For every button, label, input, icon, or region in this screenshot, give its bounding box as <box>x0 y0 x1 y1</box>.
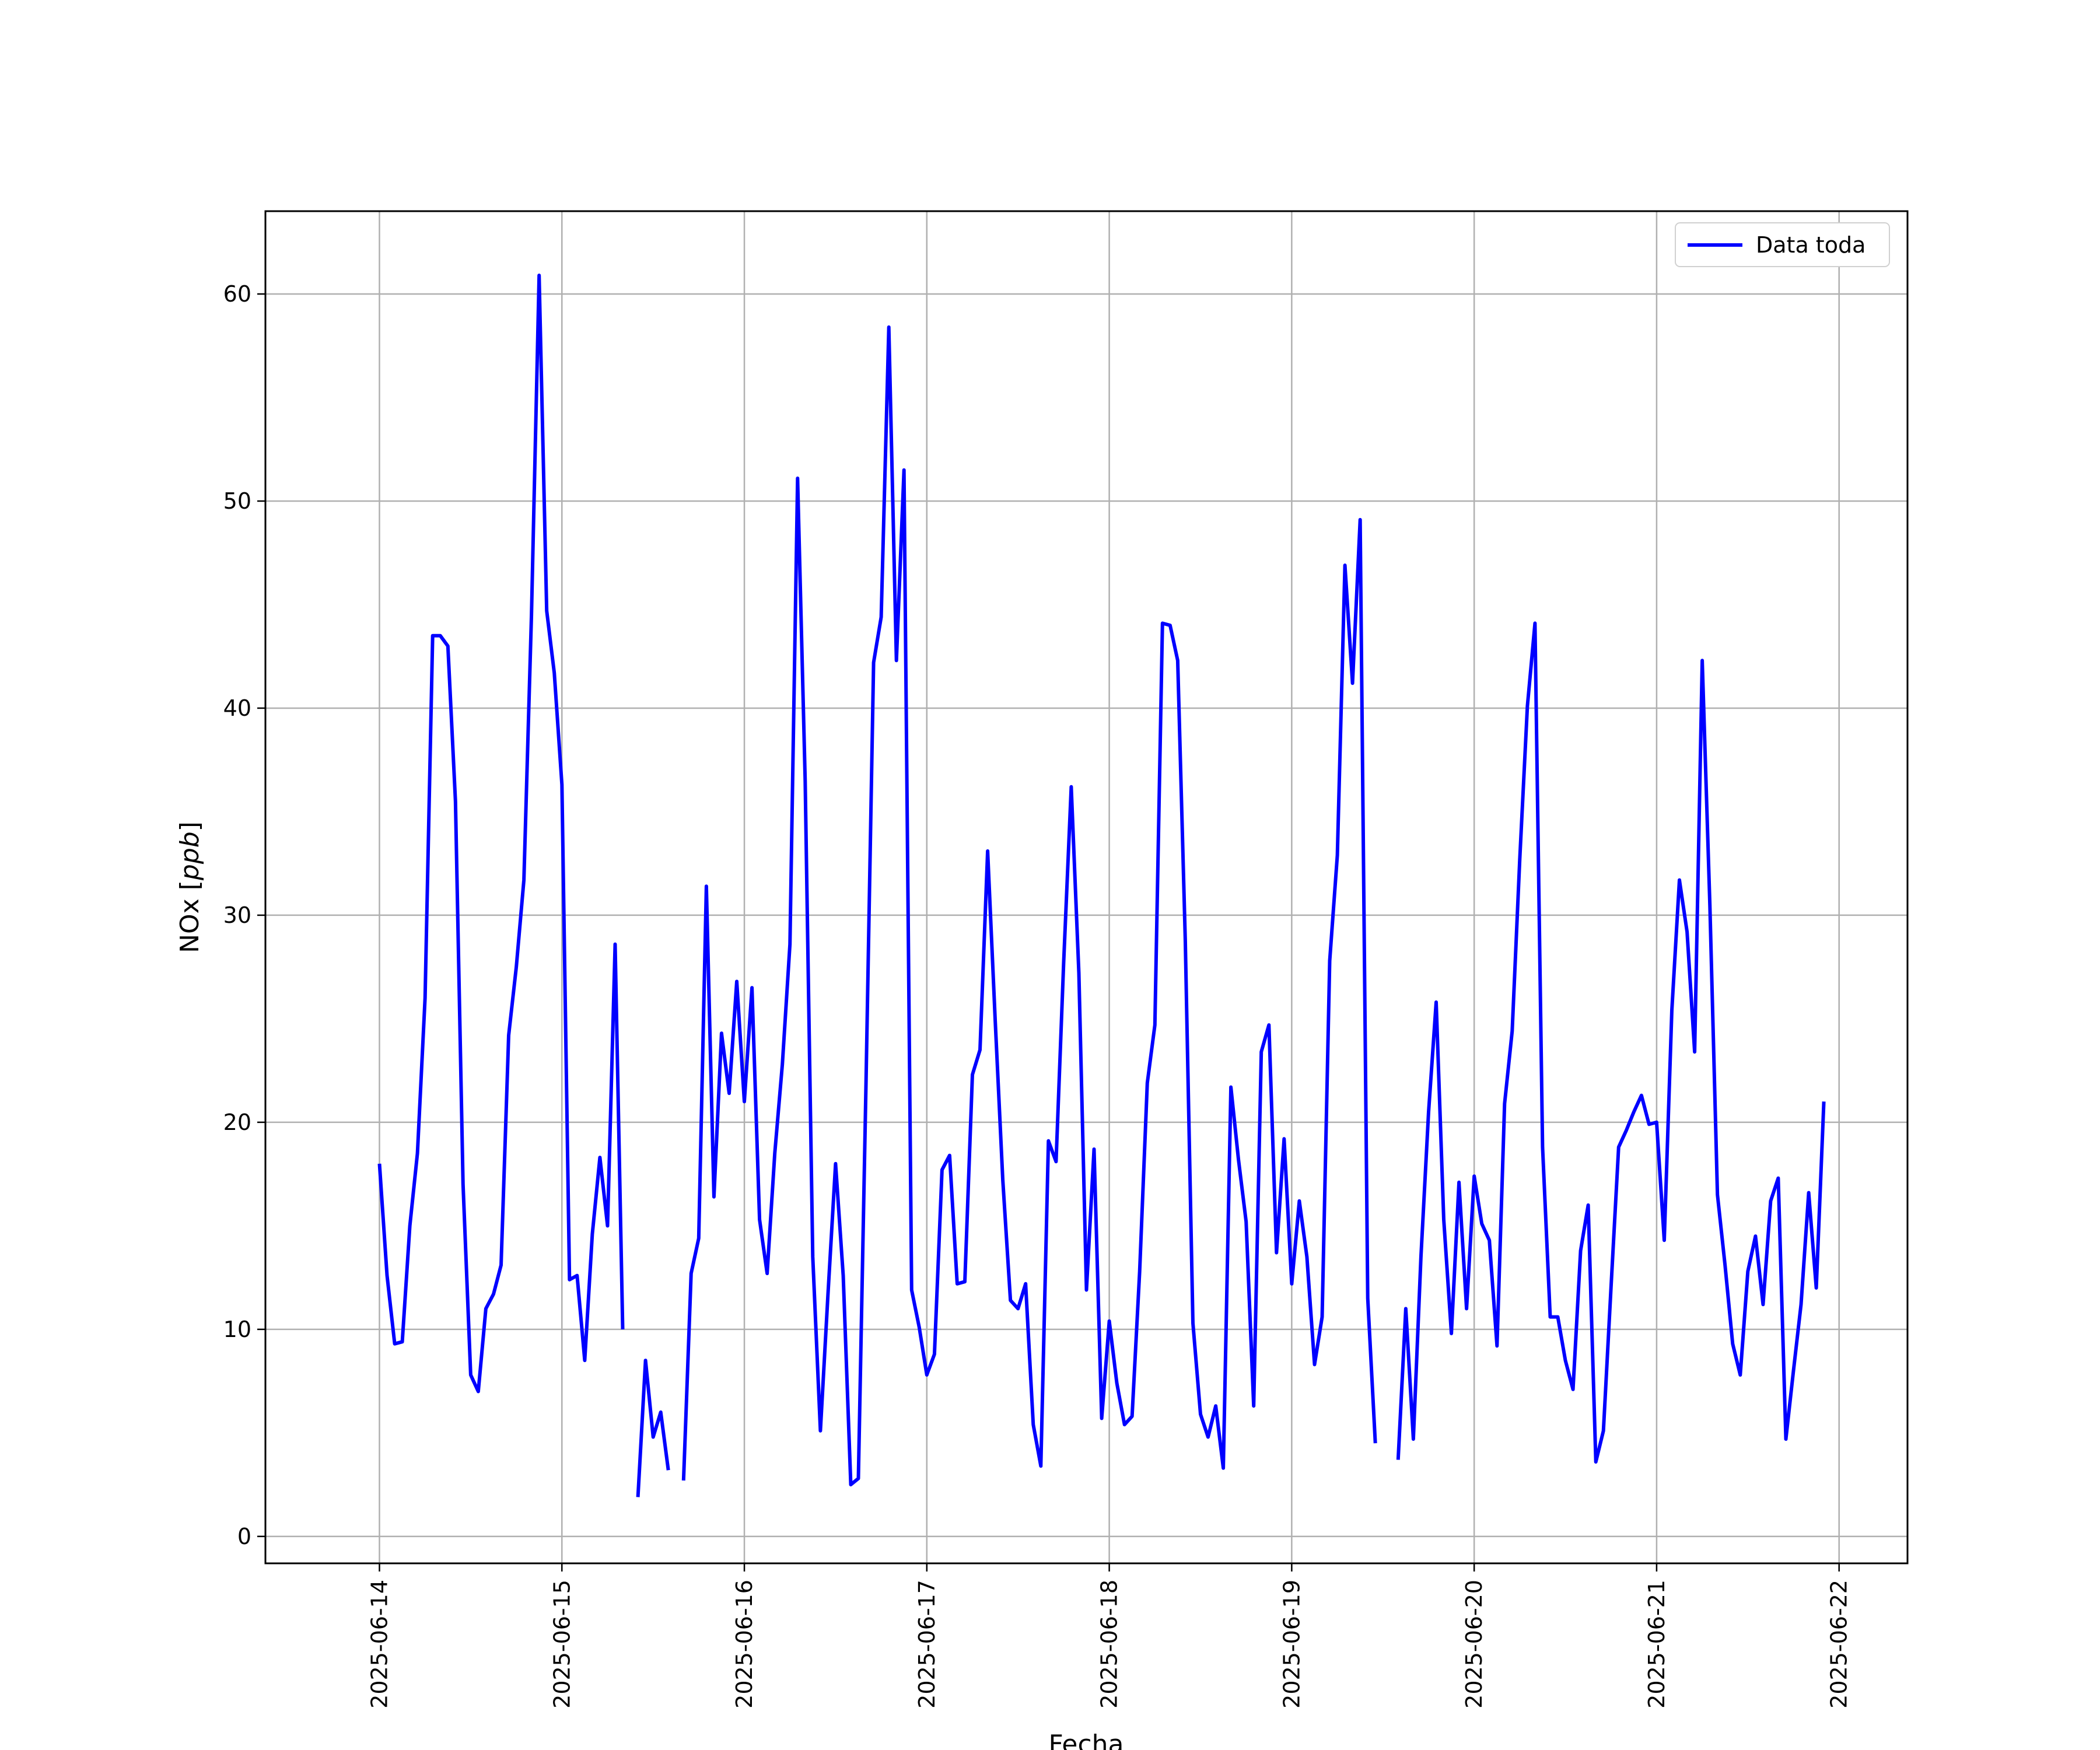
x-tick-label: 2025-06-16 <box>732 1580 757 1709</box>
grid <box>265 211 1908 1563</box>
y-tick-label: 20 <box>223 1110 251 1135</box>
plot-frame <box>264 210 1909 1564</box>
y-tick-label: 50 <box>223 488 251 514</box>
y-tick-label: 40 <box>223 695 251 721</box>
y-axis-label-unit: ppb <box>175 831 205 881</box>
x-tick-label: 2025-06-20 <box>1461 1580 1487 1709</box>
x-axis-label: Fecha <box>1048 1730 1124 1750</box>
series-line-data-toda <box>377 274 1826 1497</box>
series-line-group <box>377 274 1826 1497</box>
x-tick-label: 2025-06-17 <box>914 1580 940 1709</box>
x-ticks: 2025-06-14 2025-06-15 2025-06-16 2025-06-17… <box>366 1563 1852 1709</box>
legend-box <box>1675 222 1890 267</box>
y-axis-label-main: NOx [ <box>175 880 205 953</box>
x-tick-label: 2025-06-15 <box>549 1580 575 1709</box>
x-tick-label: 2025-06-21 <box>1644 1580 1670 1709</box>
y-tick-label: 60 <box>223 281 251 307</box>
y-tick-label: 30 <box>223 902 251 928</box>
legend-entry-label: Data toda <box>1756 232 1866 258</box>
y-tick-label: 10 <box>223 1317 251 1342</box>
y-tick-label: 0 <box>237 1524 251 1549</box>
x-tick-label: 2025-06-14 <box>366 1580 392 1709</box>
x-tick-label: 2025-06-19 <box>1279 1580 1304 1709</box>
y-ticks: 0 10 20 30 40 50 60 <box>223 281 265 1549</box>
legend: Data toda <box>1675 222 1890 267</box>
x-tick-label: 2025-06-22 <box>1826 1580 1852 1709</box>
y-axis-label-end: ] <box>175 821 205 831</box>
y-axis-label: NOx [ppb] <box>175 821 205 953</box>
x-tick-label: 2025-06-18 <box>1097 1580 1122 1709</box>
